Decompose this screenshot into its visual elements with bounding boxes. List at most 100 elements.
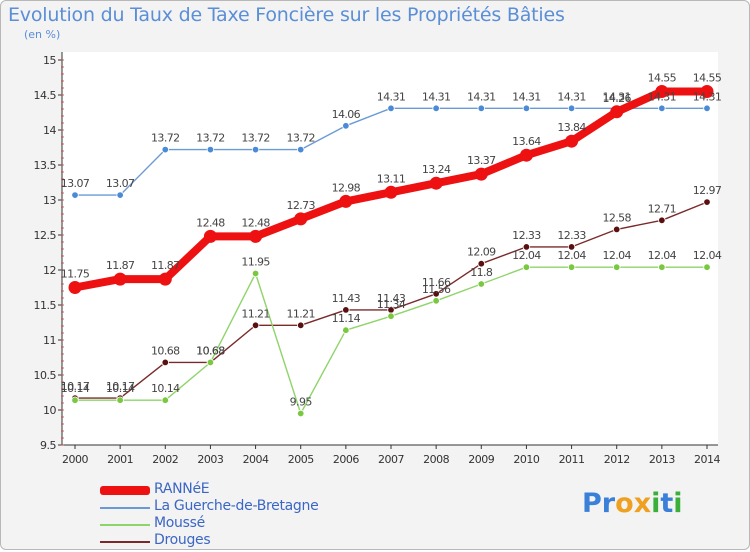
data-point-la-guerche-de-bretagne bbox=[387, 104, 395, 112]
legend-swatch-drouges bbox=[100, 541, 150, 543]
data-point-mouss bbox=[703, 263, 711, 271]
data-point-la-guerche-de-bretagne bbox=[567, 104, 576, 112]
data-label-la-guerche-de-bretagne: 14.31 bbox=[467, 90, 496, 103]
y-tick-label: 10.5 bbox=[34, 369, 57, 382]
data-label-drouges: 11.21 bbox=[241, 307, 270, 320]
data-point-drouges bbox=[251, 321, 260, 329]
legend-swatch-la-guerche bbox=[100, 507, 150, 509]
data-label-la-guerche-de-bretagne: 14.31 bbox=[512, 90, 541, 103]
y-tick-label: 9.5 bbox=[40, 439, 56, 452]
data-point-rann-e bbox=[158, 272, 172, 286]
data-point-rann-e bbox=[474, 167, 488, 181]
data-point-mouss bbox=[206, 358, 215, 367]
legend-label-mousse: Moussé bbox=[154, 515, 205, 531]
data-point-mouss bbox=[116, 396, 124, 404]
data-label-la-guerche-de-bretagne: 14.31 bbox=[602, 90, 631, 103]
data-label-drouges: 11.43 bbox=[332, 292, 361, 305]
x-tick-label: 2011 bbox=[559, 453, 585, 466]
data-point-rann-e bbox=[203, 229, 217, 243]
legend-label-drouges: Drouges bbox=[154, 532, 211, 548]
x-tick-label: 2004 bbox=[243, 453, 269, 466]
data-point-mouss bbox=[432, 297, 440, 305]
y-tick-label: 14 bbox=[43, 124, 56, 137]
data-point-la-guerche-de-bretagne bbox=[658, 104, 666, 112]
data-point-mouss bbox=[522, 263, 531, 271]
data-point-drouges bbox=[477, 260, 485, 268]
data-label-rann-e: 13.37 bbox=[467, 154, 496, 167]
logo-letter: i bbox=[673, 488, 683, 519]
data-point-drouges bbox=[297, 321, 305, 329]
data-point-drouges bbox=[161, 358, 169, 367]
data-point-la-guerche-de-bretagne bbox=[206, 145, 215, 154]
data-label-drouges: 12.33 bbox=[557, 229, 586, 242]
data-label-mouss: 10.14 bbox=[106, 382, 135, 395]
data-label-la-guerche-de-bretagne: 13.07 bbox=[61, 177, 90, 190]
data-label-la-guerche-de-bretagne: 14.31 bbox=[377, 90, 406, 103]
data-label-rann-e: 13.84 bbox=[557, 121, 586, 134]
data-label-la-guerche-de-bretagne: 13.07 bbox=[106, 177, 135, 190]
data-label-rann-e: 12.48 bbox=[196, 216, 225, 229]
data-label-mouss: 11.95 bbox=[241, 256, 270, 269]
data-label-rann-e: 11.87 bbox=[106, 259, 135, 272]
data-point-rann-e bbox=[294, 212, 308, 226]
data-point-drouges bbox=[703, 198, 711, 206]
data-point-la-guerche-de-bretagne bbox=[116, 191, 124, 199]
data-point-drouges bbox=[613, 225, 621, 234]
data-point-drouges bbox=[342, 306, 350, 314]
data-point-la-guerche-de-bretagne bbox=[161, 145, 169, 154]
legend-label-rannee: RANNéE bbox=[154, 481, 210, 497]
data-label-la-guerche-de-bretagne: 14.31 bbox=[648, 90, 677, 103]
data-point-la-guerche-de-bretagne bbox=[251, 145, 260, 154]
data-label-rann-e: 13.11 bbox=[377, 172, 406, 185]
data-point-rann-e bbox=[113, 272, 127, 286]
legend-swatch-rannee bbox=[100, 486, 150, 495]
logo-letter: r bbox=[601, 488, 616, 519]
x-tick-label: 2014 bbox=[694, 453, 720, 466]
data-label-la-guerche-de-bretagne: 13.72 bbox=[151, 132, 180, 145]
data-label-la-guerche-de-bretagne: 14.31 bbox=[422, 90, 451, 103]
data-point-mouss bbox=[71, 396, 79, 404]
data-label-rann-e: 13.24 bbox=[422, 163, 451, 176]
data-point-rann-e bbox=[700, 85, 714, 98]
data-point-la-guerche-de-bretagne bbox=[703, 104, 711, 112]
data-label-drouges: 10.17 bbox=[106, 380, 135, 393]
data-point-la-guerche-de-bretagne bbox=[297, 145, 305, 154]
data-label-rann-e: 11.87 bbox=[151, 259, 180, 272]
data-label-la-guerche-de-bretagne: 14.06 bbox=[332, 108, 361, 121]
logo-letter: t bbox=[660, 488, 674, 519]
data-label-mouss: 12.04 bbox=[512, 249, 541, 262]
y-unit-label: (en %) bbox=[24, 28, 61, 41]
x-tick-label: 2003 bbox=[197, 453, 223, 466]
data-label-mouss: 11.14 bbox=[332, 312, 361, 325]
data-label-la-guerche-de-bretagne: 14.31 bbox=[693, 90, 722, 103]
data-label-mouss: 9.95 bbox=[290, 396, 313, 409]
data-point-rann-e bbox=[249, 229, 263, 243]
logo-letter: o bbox=[615, 488, 634, 519]
data-label-la-guerche-de-bretagne: 14.31 bbox=[557, 90, 586, 103]
data-label-drouges: 10.17 bbox=[61, 380, 90, 393]
legend-swatch-mousse bbox=[100, 524, 150, 526]
data-point-la-guerche-de-bretagne bbox=[477, 104, 485, 112]
data-label-drouges: 11.43 bbox=[377, 292, 406, 305]
y-tick-label: 15 bbox=[43, 54, 56, 67]
data-label-la-guerche-de-bretagne: 13.72 bbox=[196, 132, 225, 145]
data-point-rann-e bbox=[610, 105, 624, 119]
data-label-drouges: 12.33 bbox=[512, 229, 541, 242]
x-tick-label: 2008 bbox=[423, 453, 449, 466]
x-tick-label: 2010 bbox=[513, 453, 539, 466]
data-label-rann-e: 14.55 bbox=[693, 72, 722, 85]
y-tick-label: 13 bbox=[43, 194, 56, 207]
data-point-la-guerche-de-bretagne bbox=[71, 191, 79, 199]
legend-label-la-guerche: La Guerche-de-Bretagne bbox=[154, 498, 319, 514]
data-point-drouges bbox=[522, 243, 531, 251]
data-label-drouges: 12.58 bbox=[602, 211, 631, 224]
y-tick-label: 12 bbox=[43, 264, 56, 277]
data-point-rann-e bbox=[655, 85, 669, 98]
data-point-la-guerche-de-bretagne bbox=[522, 104, 531, 112]
data-label-drouges: 12.09 bbox=[467, 246, 496, 259]
data-point-mouss bbox=[477, 280, 485, 288]
x-tick-label: 2002 bbox=[152, 453, 178, 466]
data-label-rann-e: 12.98 bbox=[332, 181, 361, 194]
data-point-rann-e bbox=[565, 134, 579, 148]
